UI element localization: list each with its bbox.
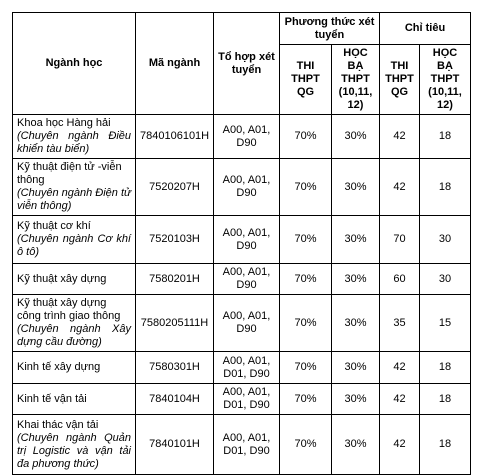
table-row: Kỹ thuật xây dựng 7580201H A00, A01, D90 70… [12,263,471,295]
combination-cell: A00, A01, D01, D90 [213,383,280,415]
major-name: Kỹ thuật cơ khí [17,220,91,232]
header-cell: Tổ hợp xét tuyển [213,12,280,115]
transcript-quota-cell: 30 [419,263,471,295]
exam-quota-cell: 42 [379,351,420,384]
major-cell: Kỹ thuật cơ khí (Chuyên ngành Cơ khí ô tô… [12,215,136,264]
major-specialization: (Chuyên ngành Điều khiển tàu biển) [17,130,131,155]
exam-quota-cell: 60 [379,263,420,295]
transcript-quota-cell: 18 [419,114,471,159]
exam-quota-cell: 70 [379,215,420,264]
header-cell: THI THPT QG [279,44,332,115]
admission-table: Ngành học Mã ngành Tổ hợp xét tuyển Phươ… [12,12,471,475]
combination-cell: A00, A01, D90 [213,114,280,159]
header-cell: Chỉ tiêu [379,12,471,45]
exam-ratio-cell: 70% [279,114,332,159]
transcript-ratio-cell: 30% [331,414,380,475]
major-specialization: (Chuyên ngành Xây dựng cầu đường) [17,323,131,348]
combination-cell: A00, A01, D90 [213,294,280,352]
major-cell: Kỹ thuật điện tử -viễn thông (Chuyên ngàn… [12,158,136,216]
header-cell: HỌC BẠ THPT (10,11, 12) [331,44,380,115]
exam-ratio-cell: 70% [279,294,332,352]
table-row: Kỹ thuật cơ khí (Chuyên ngành Cơ khí ô tô… [12,215,471,264]
transcript-ratio-cell: 30% [331,114,380,159]
transcript-quota-cell: 18 [419,351,471,384]
exam-ratio-cell: 70% [279,351,332,384]
combination-cell: A00, A01, D90 [213,158,280,216]
exam-quota-cell: 35 [379,294,420,352]
major-code-cell: 7840106101H [135,114,214,159]
header-cell: HỌC BẠ THPT (10,11, 12) [419,44,471,115]
exam-quota-cell: 42 [379,158,420,216]
transcript-quota-cell: 30 [419,215,471,264]
combination-cell: A00, A01, D01, D90 [213,351,280,384]
table-row: Kỹ thuật xây dựng công trình giao thông(… [12,294,471,352]
transcript-ratio-cell: 30% [331,351,380,384]
transcript-ratio-cell: 30% [331,263,380,295]
header-cell: Phương thức xét tuyển [279,12,380,45]
exam-quota-cell: 42 [379,383,420,415]
header-cell: Ngành học [12,12,136,115]
table-row: Khoa học Hàng hải (Chuyên ngành Điều khiể… [12,114,471,159]
major-name: Kỹ thuật điện tử -viễn thông [17,161,122,186]
major-code-cell: 7840101H [135,414,214,475]
major-cell: Kinh tế xây dựng [12,351,136,384]
transcript-ratio-cell: 30% [331,215,380,264]
exam-quota-cell: 42 [379,414,420,475]
major-code-cell: 7520207H [135,158,214,216]
header-cell: Mã ngành [135,12,214,115]
transcript-quota-cell: 15 [419,294,471,352]
major-code-cell: 7840104H [135,383,214,415]
table-row: Kinh tế xây dựng 7580301H A00, A01, D01, D… [12,351,471,384]
major-cell: Khai thác vận tải (Chuyên ngành Quản trị … [12,414,136,475]
major-name: Khai thác vận tải [17,418,99,431]
major-name: Kỹ thuật xây dựng công trình giao thông [17,297,121,322]
page: Ngành học Mã ngành Tổ hợp xét tuyển Phươ… [12,12,471,475]
major-cell: Khoa học Hàng hải (Chuyên ngành Điều khiể… [12,114,136,159]
major-code-cell: 7580201H [135,263,214,295]
major-code-cell: 7580205111H [135,294,214,352]
exam-ratio-cell: 70% [279,383,332,415]
major-name: Kỹ thuật xây dựng [17,272,107,285]
major-specialization: (Chuyên ngành Quản trị Logistic và vận t… [17,431,131,470]
transcript-ratio-cell: 30% [331,294,380,352]
exam-ratio-cell: 70% [279,414,332,475]
transcript-quota-cell: 18 [419,158,471,216]
combination-cell: A00, A01, D90 [213,263,280,295]
exam-ratio-cell: 70% [279,215,332,264]
exam-ratio-cell: 70% [279,263,332,295]
transcript-quota-cell: 18 [419,414,471,475]
major-cell: Kỹ thuật xây dựng [12,263,136,295]
table-body: Khoa học Hàng hải (Chuyên ngành Điều khiể… [12,114,471,475]
header-cell: THI THPT QG [379,44,420,115]
major-name: Kinh tế vận tải [17,392,87,405]
major-name: Kinh tế xây dựng [17,361,101,373]
major-specialization: (Chuyên ngành Điện tử viễn thông) [17,187,131,212]
major-specialization: (Chuyên ngành Cơ khí ô tô) [17,233,131,258]
major-cell: Kỹ thuật xây dựng công trình giao thông(… [12,294,136,352]
combination-cell: A00, A01, D01, D90 [213,414,280,475]
major-code-cell: 7520103H [135,215,214,264]
table-row: Khai thác vận tải (Chuyên ngành Quản trị … [12,414,471,475]
major-name: Khoa học Hàng hải [17,117,111,129]
major-cell: Kinh tế vận tải [12,383,136,415]
combination-cell: A00, A01, D90 [213,215,280,264]
table-row: Kỹ thuật điện tử -viễn thông (Chuyên ngàn… [12,158,471,216]
transcript-ratio-cell: 30% [331,383,380,415]
transcript-quota-cell: 18 [419,383,471,415]
major-code-cell: 7580301H [135,351,214,384]
transcript-ratio-cell: 30% [331,158,380,216]
table-row: Kinh tế vận tải 7840104H A00, A01, D01, D9… [12,383,471,415]
exam-quota-cell: 42 [379,114,420,159]
exam-ratio-cell: 70% [279,158,332,216]
